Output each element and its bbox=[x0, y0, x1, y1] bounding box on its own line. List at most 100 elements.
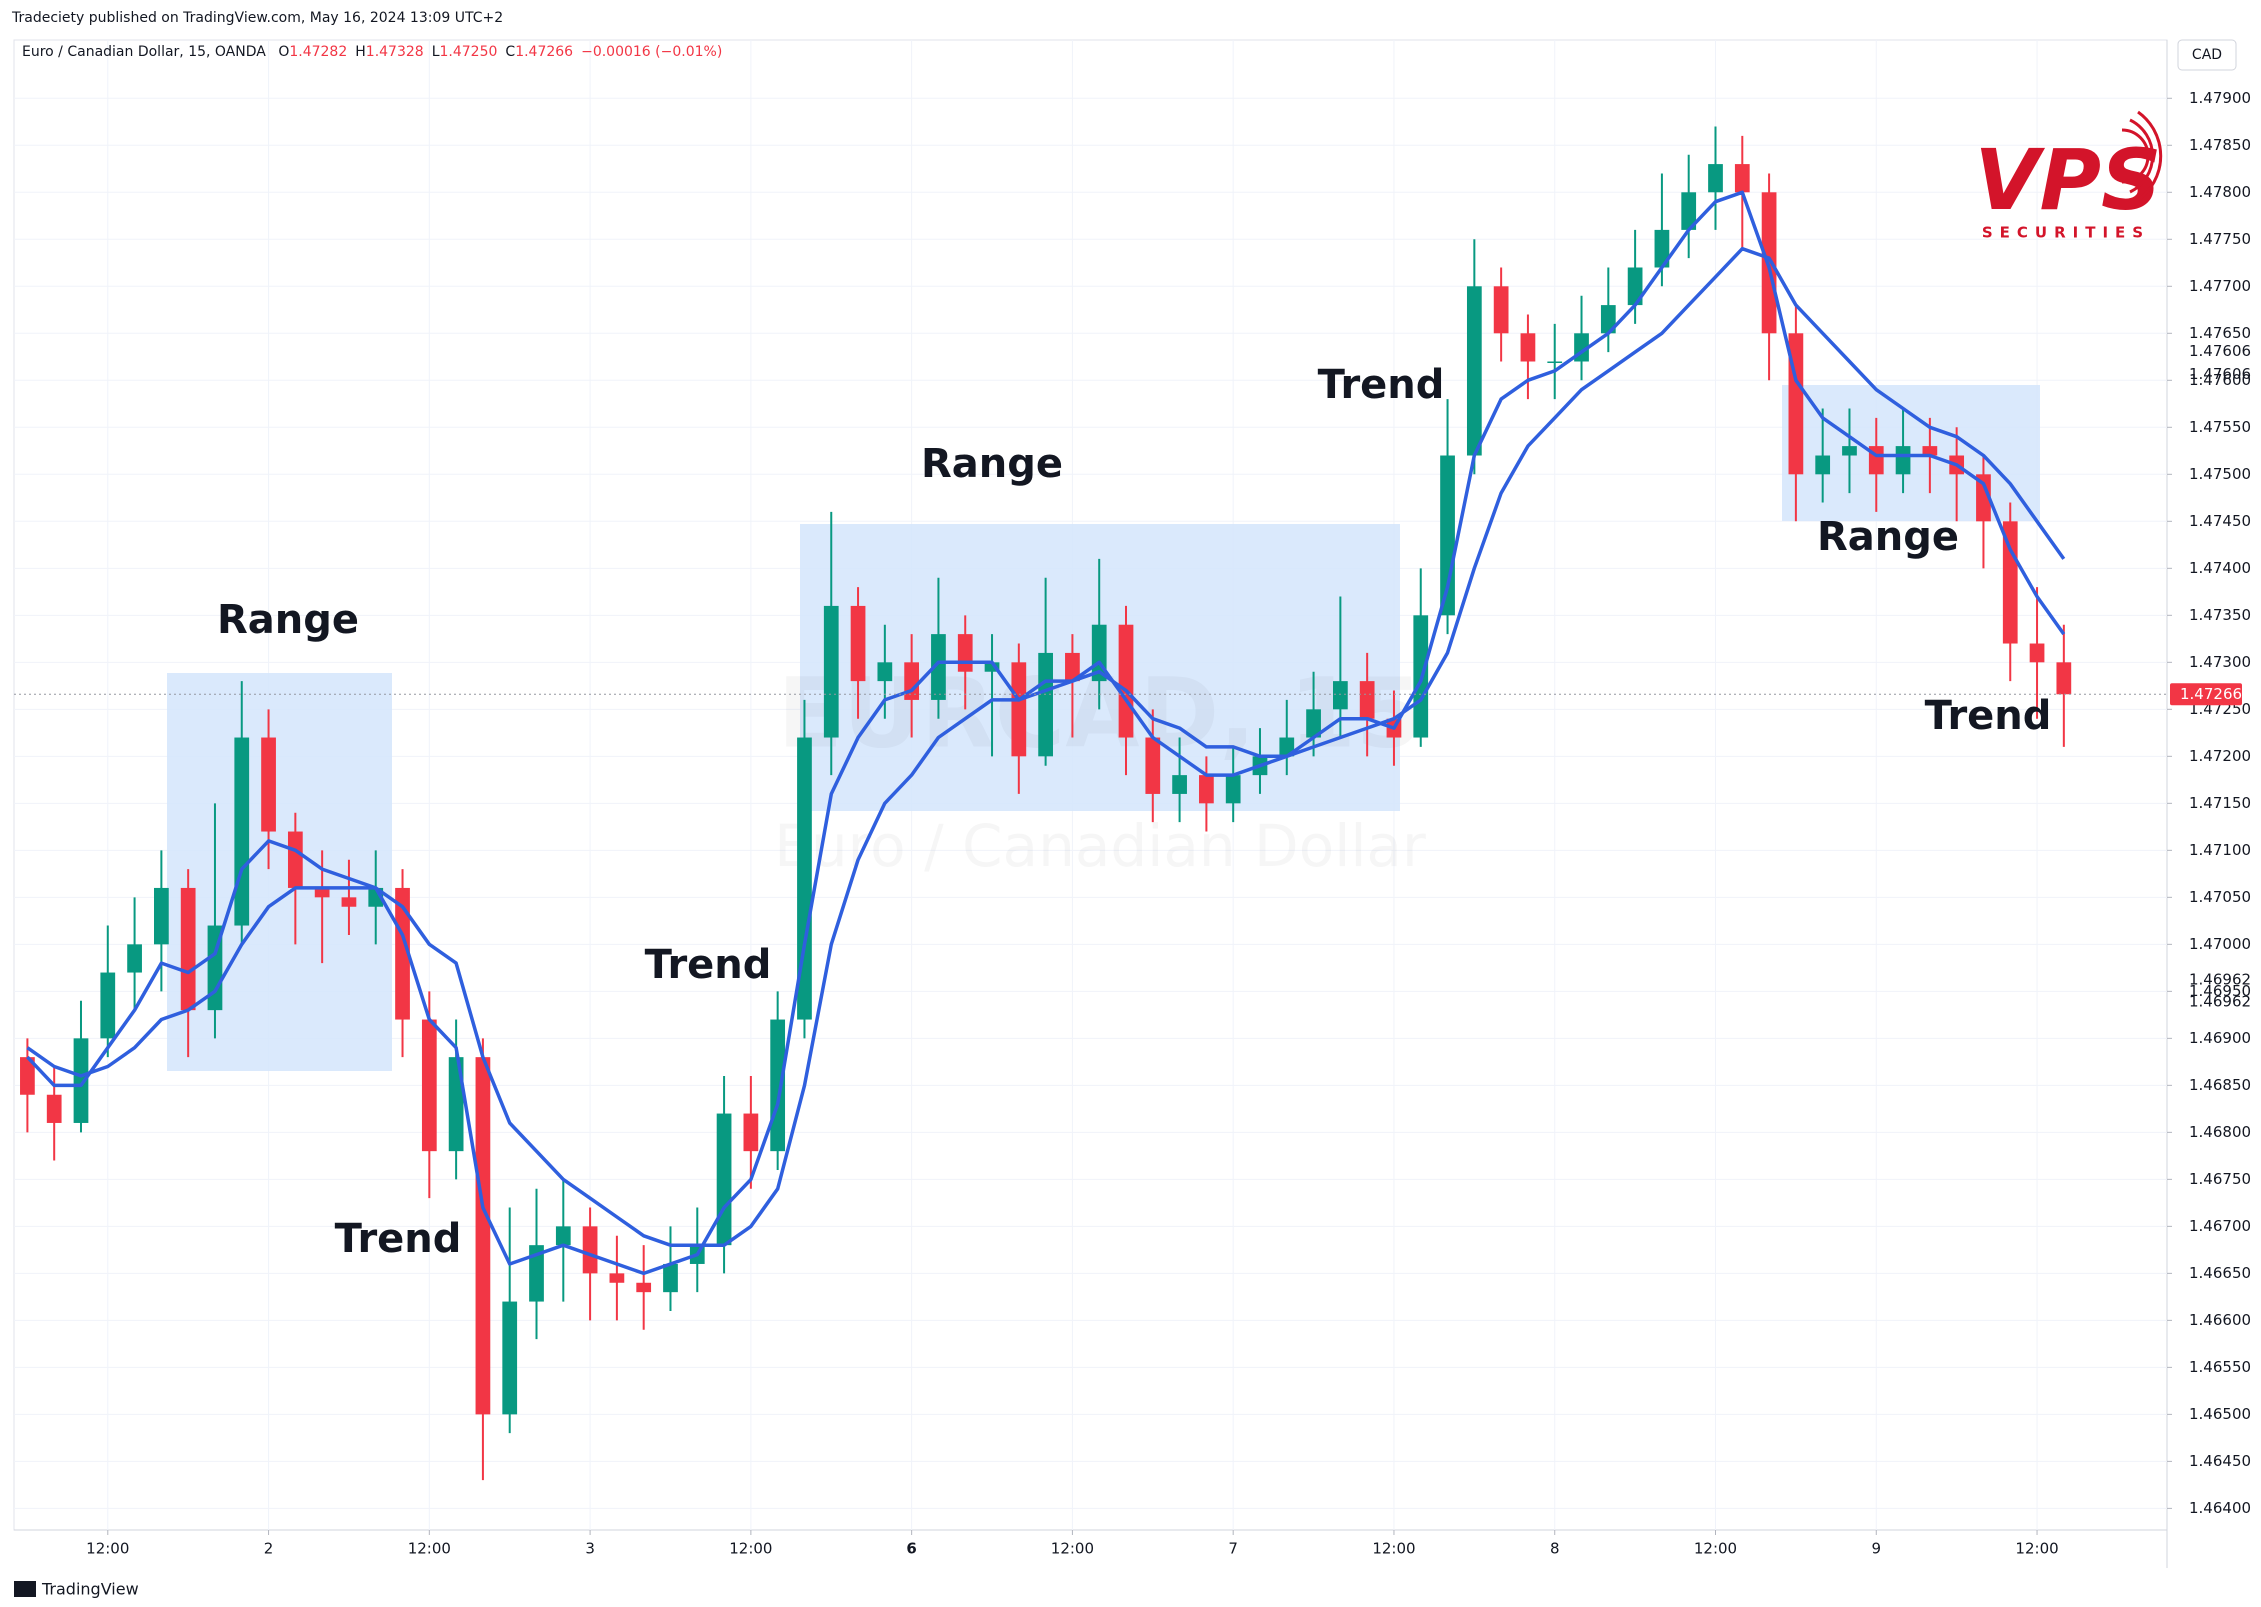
candle-body bbox=[663, 1263, 678, 1293]
candle-body bbox=[2029, 643, 2045, 663]
axis-marker-label: 1.46962 bbox=[2189, 993, 2251, 1011]
axis-marker-label: 1.46962 bbox=[2189, 971, 2251, 989]
y-tick-label: 1.46500 bbox=[2189, 1405, 2251, 1423]
y-tick-label: 1.46850 bbox=[2189, 1076, 2251, 1094]
y-tick-label: 1.46800 bbox=[2189, 1123, 2251, 1141]
candle-body bbox=[1520, 333, 1536, 362]
x-tick-label: 12:00 bbox=[86, 1540, 129, 1558]
candle-body bbox=[341, 897, 357, 907]
x-tick-label: 6 bbox=[906, 1540, 916, 1558]
x-tick-label: 12:00 bbox=[729, 1540, 772, 1558]
candle-body bbox=[797, 737, 812, 1020]
candle-body bbox=[287, 831, 303, 888]
candle-body bbox=[1547, 361, 1563, 364]
candle-body bbox=[582, 1226, 598, 1274]
last-price-label: 1.47266 bbox=[2180, 685, 2242, 703]
symbol: Euro / Canadian Dollar, 15, OANDA bbox=[22, 44, 266, 60]
y-tick-label: 1.47800 bbox=[2189, 183, 2251, 201]
x-tick-label: 12:00 bbox=[408, 1540, 451, 1558]
candle-body bbox=[984, 662, 1000, 672]
candle-body bbox=[957, 634, 973, 672]
y-tick-label: 1.46950 bbox=[2189, 982, 2251, 1000]
ohlc-value: 1.47250 bbox=[439, 44, 498, 60]
candle-body bbox=[1225, 775, 1241, 804]
y-tick-label: 1.47200 bbox=[2189, 747, 2251, 765]
x-tick-label: 3 bbox=[585, 1540, 595, 1558]
candle-body bbox=[502, 1301, 518, 1415]
candle-body bbox=[1332, 681, 1348, 710]
ohlc-value: 1.47266 bbox=[515, 44, 574, 60]
candle-body bbox=[1734, 164, 1750, 193]
x-tick-label: 12:00 bbox=[1694, 1540, 1737, 1558]
annotation: Trend bbox=[335, 1216, 462, 1262]
y-tick-label: 1.47500 bbox=[2189, 465, 2251, 483]
candle-body bbox=[1145, 737, 1161, 794]
y-tick-label: 1.46450 bbox=[2189, 1452, 2251, 1470]
candle-body bbox=[555, 1226, 571, 1246]
currency-box bbox=[2177, 39, 2237, 71]
annotation: Trend bbox=[1318, 362, 1445, 408]
candle-body bbox=[180, 887, 196, 1011]
candle-body bbox=[1842, 446, 1857, 456]
y-tick-label: 1.47450 bbox=[2189, 512, 2251, 530]
candle-body bbox=[1306, 709, 1321, 738]
y-tick-label: 1.47900 bbox=[2189, 89, 2251, 107]
x-tick-label: 7 bbox=[1228, 1540, 1238, 1558]
last-price-badge bbox=[2170, 683, 2242, 706]
ohlc-value: 1.47328 bbox=[365, 44, 424, 60]
candle-body bbox=[234, 737, 250, 926]
candle-body bbox=[1466, 286, 1482, 456]
y-tick-label: 1.47400 bbox=[2189, 559, 2251, 577]
x-tick-label: 12:00 bbox=[1051, 1540, 1094, 1558]
chart-layer: 1.46400 1.46450 1.46500 1.46550 1.46600 1.466… bbox=[14, 40, 2251, 1558]
x-tick-label: 8 bbox=[1550, 1540, 1560, 1558]
change: −0.00016 (−0.01%) bbox=[581, 44, 723, 60]
y-tick-label: 1.47700 bbox=[2189, 277, 2251, 295]
x-tick-label: 12:00 bbox=[1372, 1540, 1415, 1558]
candle-body bbox=[20, 1057, 35, 1095]
candle-body bbox=[1815, 455, 1831, 475]
moving-average bbox=[26, 190, 2066, 1276]
ohlc-value: 1.47282 bbox=[289, 44, 348, 60]
ohlc-label: L bbox=[431, 44, 440, 60]
candle-body bbox=[823, 605, 839, 738]
candle-body bbox=[2002, 521, 2018, 644]
y-tick-label: 1.46600 bbox=[2189, 1311, 2251, 1329]
candle-body bbox=[1708, 164, 1723, 193]
tv-logo-mark bbox=[14, 1581, 36, 1597]
y-tick-label: 1.47600 bbox=[2189, 371, 2251, 389]
axis-marker-label: 1.47606 bbox=[2189, 342, 2251, 360]
y-tick-label: 1.47350 bbox=[2189, 606, 2251, 624]
x-tick-label: 9 bbox=[1871, 1540, 1881, 1558]
candle-body bbox=[154, 887, 169, 945]
range-box bbox=[167, 673, 392, 1071]
candle-body bbox=[743, 1113, 759, 1152]
candle-body bbox=[2056, 662, 2072, 695]
candle-body bbox=[100, 972, 116, 1039]
y-tick-label: 1.47650 bbox=[2189, 324, 2251, 342]
x-tick-label: 12:00 bbox=[2015, 1540, 2058, 1558]
y-tick-label: 1.47100 bbox=[2189, 841, 2251, 859]
y-tick-label: 1.46400 bbox=[2189, 1499, 2251, 1517]
candle-body bbox=[475, 1057, 491, 1415]
annotation: Range bbox=[921, 441, 1063, 487]
y-tick-label: 1.47850 bbox=[2189, 136, 2251, 154]
candle-body bbox=[421, 1019, 437, 1152]
candle-body bbox=[1976, 474, 1991, 522]
footer-brand: TradingView bbox=[41, 1580, 139, 1599]
candle-body bbox=[73, 1038, 89, 1123]
annotation: Range bbox=[217, 597, 359, 643]
ohlc-label: O bbox=[278, 44, 290, 60]
candle-body bbox=[46, 1094, 62, 1123]
y-tick-label: 1.47750 bbox=[2189, 230, 2251, 248]
candle-body bbox=[1493, 286, 1509, 334]
x-tick-label: 2 bbox=[264, 1540, 274, 1558]
y-tick-label: 1.47550 bbox=[2189, 418, 2251, 436]
candle-body bbox=[1199, 775, 1214, 804]
candle-body bbox=[636, 1282, 652, 1293]
candle-body bbox=[1172, 775, 1187, 794]
candle-body bbox=[1895, 446, 1911, 475]
annotation: Range bbox=[1817, 514, 1959, 560]
publisher: Tradeciety published on TradingView.com,… bbox=[12, 10, 504, 26]
